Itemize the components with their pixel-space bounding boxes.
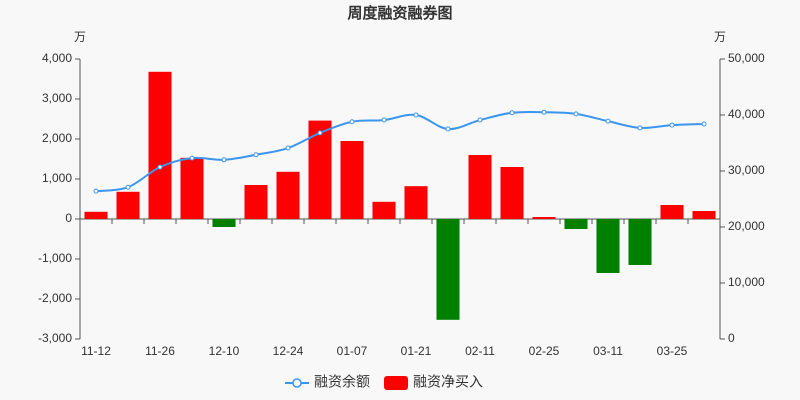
bar: [340, 141, 364, 219]
y2-tick-label: 10,000: [728, 275, 765, 289]
line-point: [413, 112, 419, 118]
x-tick-label: 02-11: [465, 344, 495, 358]
y2-tick-label: 30,000: [728, 163, 765, 177]
line-point: [573, 111, 579, 117]
y2-tick-label: 50,000: [728, 51, 765, 65]
line-point: [253, 152, 259, 158]
y-tick-label: 3,000: [42, 91, 72, 105]
line-point: [125, 184, 131, 190]
bar: [116, 191, 140, 219]
y2-tick-label: 0: [728, 331, 735, 345]
bar: [276, 171, 300, 219]
line-point: [93, 188, 99, 194]
x-tick-label: 03-25: [657, 344, 688, 358]
bar: [148, 71, 172, 219]
bar: [500, 167, 524, 219]
y-tick-label: -2,000: [38, 291, 72, 305]
line-point: [445, 126, 451, 132]
bar: [212, 219, 236, 227]
bar: [436, 219, 460, 320]
bar: [244, 185, 268, 219]
chart-title: 周度融资融券图: [347, 4, 452, 22]
x-tick-label: 01-21: [401, 344, 432, 358]
y-tick-label: 2,000: [42, 131, 72, 145]
y-tick-label: -1,000: [38, 251, 72, 265]
legend-swatch: [384, 376, 408, 390]
line-point: [189, 155, 195, 161]
legend-marker: [292, 378, 302, 388]
y-tick-label: -3,000: [38, 331, 72, 345]
y2-tick-label: 40,000: [728, 107, 765, 121]
y-tick-label: 1,000: [42, 171, 72, 185]
bar: [84, 211, 108, 219]
bar: [628, 219, 652, 265]
legend-label: 融资净买入: [413, 374, 483, 390]
bar: [564, 219, 588, 229]
legend-label: 融资余额: [314, 374, 370, 390]
line-point: [509, 110, 515, 116]
x-tick-label: 12-10: [209, 344, 240, 358]
line-point: [477, 117, 483, 123]
line-point: [221, 157, 227, 163]
line: [95, 110, 705, 193]
bar: [660, 205, 684, 219]
line-point: [637, 125, 643, 131]
bar: [532, 217, 556, 219]
bar: [372, 201, 396, 219]
y2-unit: 万: [714, 30, 726, 44]
bar: [308, 120, 332, 219]
bar: [692, 211, 716, 219]
line-point: [317, 130, 323, 136]
line-point: [285, 145, 291, 151]
x-tick-label: 02-25: [529, 344, 560, 358]
x-tick-label: 12-24: [273, 344, 304, 358]
line-point: [541, 109, 547, 115]
line-point: [605, 118, 611, 124]
x-tick-label: 01-07: [337, 344, 368, 358]
y-tick-label: 0: [65, 211, 72, 225]
line-point: [669, 122, 675, 128]
y-unit: 万: [74, 30, 86, 44]
line-point: [701, 121, 707, 127]
line-point: [349, 119, 355, 125]
bar: [596, 219, 620, 273]
y2-tick-label: 20,000: [728, 219, 765, 233]
y-tick-label: 4,000: [42, 51, 72, 65]
x-tick-label: 03-11: [593, 344, 623, 358]
x-tick-label: 11-26: [145, 344, 175, 358]
bar: [404, 186, 428, 219]
line-point: [157, 164, 163, 170]
bar: [468, 155, 492, 219]
line-point: [381, 117, 387, 123]
x-tick-label: 11-12: [81, 344, 111, 358]
bar: [180, 157, 204, 219]
